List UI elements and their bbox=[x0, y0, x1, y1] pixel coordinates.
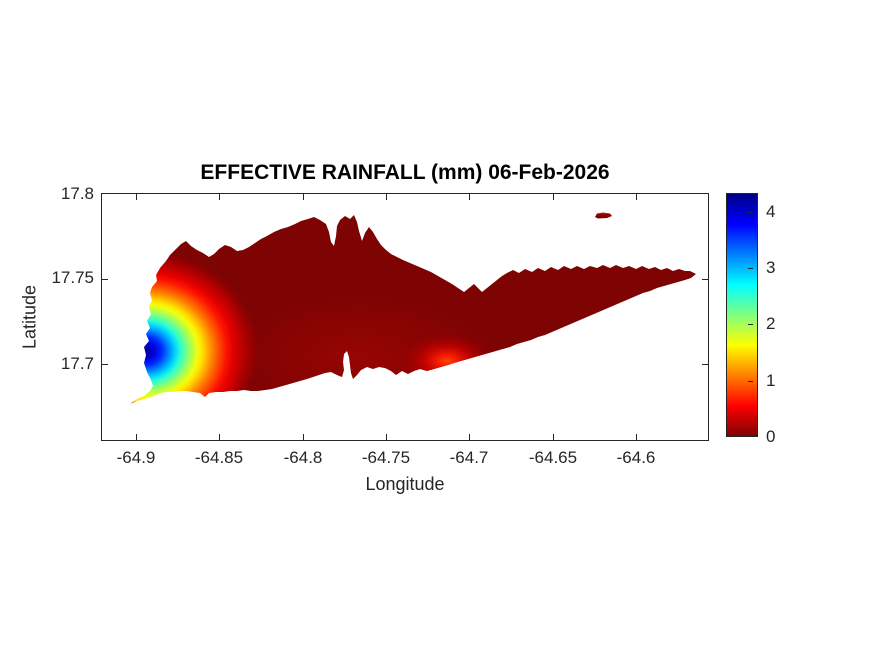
x-tick-mark bbox=[553, 194, 554, 200]
colorbar-tick-label: 1 bbox=[766, 371, 776, 390]
x-axis-label: Longitude bbox=[365, 474, 445, 494]
chart-title: EFFECTIVE RAINFALL (mm) 06-Feb-2026 bbox=[200, 161, 610, 184]
x-tick-mark bbox=[386, 434, 387, 440]
buck-island-shape bbox=[595, 212, 612, 219]
colorbar-tick-mark bbox=[748, 324, 753, 325]
y-tick-mark bbox=[102, 279, 108, 280]
x-tick-label: -64.9 bbox=[116, 448, 156, 467]
colorbar-tick-label: 4 bbox=[766, 202, 776, 221]
y-tick-mark bbox=[102, 364, 108, 365]
y-tick-label: 17.7 bbox=[60, 354, 94, 373]
x-tick-mark bbox=[219, 434, 220, 440]
x-tick-mark bbox=[553, 434, 554, 440]
y-axis-label: Latitude bbox=[19, 284, 40, 350]
colorbar-tick-mark bbox=[748, 268, 753, 269]
y-tick-mark bbox=[702, 279, 708, 280]
x-tick-mark bbox=[136, 194, 137, 200]
x-tick-mark bbox=[469, 434, 470, 440]
colorbar-gradient bbox=[726, 193, 758, 437]
x-tick-mark bbox=[469, 194, 470, 200]
x-tick-label: -64.75 bbox=[361, 448, 411, 467]
y-tick-label: 17.8 bbox=[60, 184, 94, 203]
x-tick-mark bbox=[636, 434, 637, 440]
x-tick-label: -64.65 bbox=[528, 448, 578, 467]
y-tick-mark bbox=[702, 364, 708, 365]
x-tick-mark bbox=[636, 194, 637, 200]
island-shape bbox=[130, 215, 696, 404]
x-tick-mark bbox=[136, 434, 137, 440]
x-tick-label: -64.85 bbox=[194, 448, 244, 467]
colorbar-tick-mark bbox=[748, 212, 753, 213]
colorbar-tick-mark bbox=[748, 436, 753, 437]
colorbar-tick-label: 3 bbox=[766, 258, 776, 277]
colorbar-tick-label: 2 bbox=[766, 314, 776, 333]
x-tick-mark bbox=[219, 194, 220, 200]
island-map-svg bbox=[130, 212, 696, 404]
x-tick-label: -64.8 bbox=[283, 448, 323, 467]
colorbar-tick-label: 0 bbox=[766, 427, 776, 446]
x-tick-label: -64.6 bbox=[616, 448, 656, 467]
x-tick-label: -64.7 bbox=[449, 448, 489, 467]
plot-area bbox=[101, 193, 709, 441]
x-tick-mark bbox=[303, 194, 304, 200]
x-tick-mark bbox=[386, 194, 387, 200]
x-tick-mark bbox=[303, 434, 304, 440]
y-tick-label: 17.75 bbox=[51, 268, 94, 287]
colorbar-tick-mark bbox=[748, 381, 753, 382]
rainfall-field-south-glow bbox=[130, 215, 696, 404]
rainfall-field-tip-dot bbox=[130, 388, 154, 404]
